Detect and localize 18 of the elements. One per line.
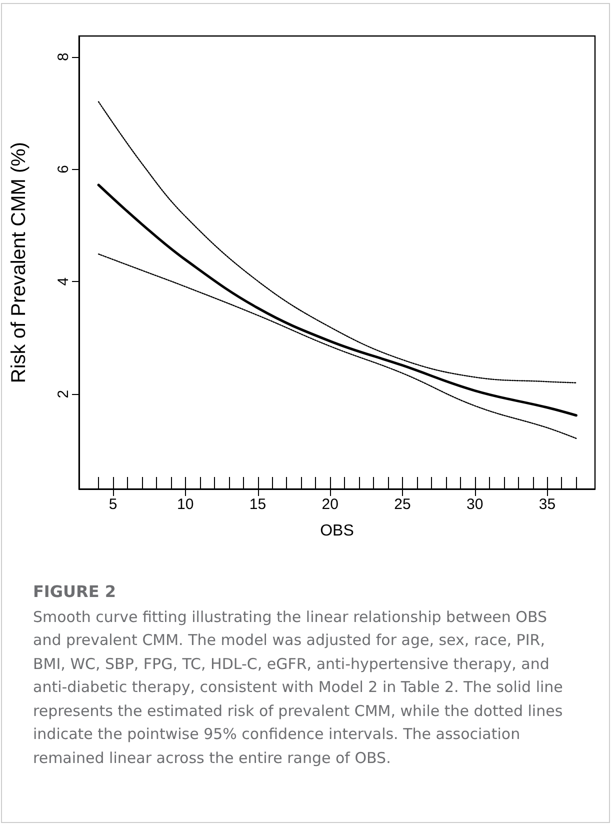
line-series	[98, 253, 577, 440]
x-tick-label: 25	[394, 496, 411, 513]
x-tick-label: 20	[322, 496, 338, 513]
y-tick-label: 4	[55, 277, 72, 286]
y-tick-label: 2	[55, 390, 72, 398]
line-series	[98, 101, 577, 384]
y-tick-label: 8	[55, 52, 72, 61]
x-tick-label: 35	[538, 496, 556, 513]
x-axis-title: OBS	[320, 522, 354, 540]
x-tick-label: 10	[177, 496, 194, 513]
x-tick-label: 15	[249, 496, 266, 513]
y-tick-label: 6	[55, 165, 72, 174]
x-tick-label: 30	[466, 496, 484, 513]
x-tick-label: 5	[108, 496, 118, 513]
line-series	[97, 184, 578, 417]
text: FIGURE 2	[33, 581, 117, 603]
text: Smooth curve fitting illustrating the linear relationship between OBS and prevalent CMM. The model was adjusted for age, sex, race, PIR, BMI, WC, SBP, FPG, TC, HDL-C, eGFR, anti-hypertensive therapy, and anti-diabetic therapy, consistent with Model 2 in Table 2. The solid line represents the estimated risk of prevalent CMM, while the dotted lines indicate the pointwise 95% confidence intervals. The association remained linear across the entire range of OBS.	[33, 606, 563, 768]
y-axis-title: Risk of Prevalent CMM (%)	[8, 142, 30, 384]
